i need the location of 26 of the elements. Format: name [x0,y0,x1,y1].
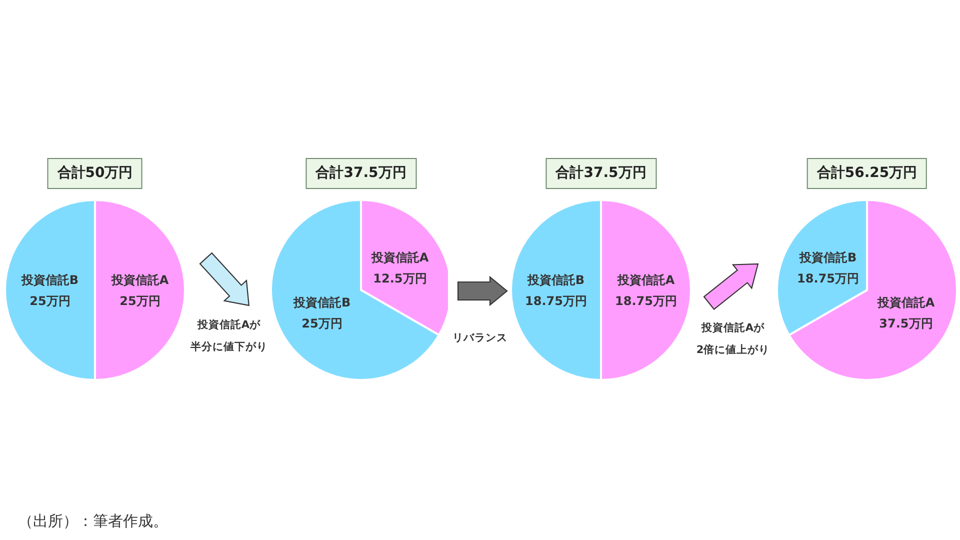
text: 投資信託Aが [197,319,261,331]
slice-label: 投資信託B [526,273,585,287]
data-label: 12.5万円 [373,272,427,286]
slice-label: 投資信託A [370,250,430,264]
data-label: 18.75万円 [615,294,677,308]
data-label: 18.75万円 [525,294,587,308]
text: （出所）：筆者作成。 [18,514,168,530]
slice-label: 投資信託A [876,296,936,310]
chart-title: 合計37.5万円 [316,165,406,181]
text: 投資信託Aが [701,322,765,334]
chart-title: 合計50万円 [57,165,133,181]
text: 半分に値下がり [190,341,268,353]
data-label: 37.5万円 [879,316,933,330]
slice-label: 投資信託B [20,273,79,287]
slice-label: 投資信託A [616,273,676,287]
chart-title: 合計56.25万円 [816,165,918,181]
text: リバランス [452,332,508,344]
data-label: 25万円 [120,294,160,308]
data-label: 25万円 [302,316,342,330]
data-label: 25万円 [30,294,70,308]
slice-label: 投資信託B [292,296,351,310]
slice-label: 投資信託B [798,250,857,264]
text: 2倍に値上がり [696,344,770,356]
slice-label: 投資信託A [110,273,170,287]
chart-title: 合計37.5万円 [556,165,646,181]
data-label: 18.75万円 [797,272,860,286]
